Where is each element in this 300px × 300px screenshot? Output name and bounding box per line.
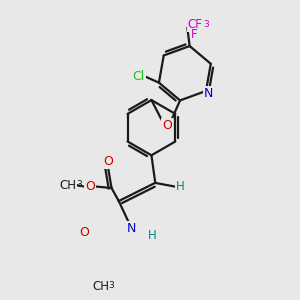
Text: O: O [103, 155, 113, 168]
Text: Cl: Cl [133, 70, 145, 83]
Text: 3: 3 [203, 20, 209, 29]
Text: CH: CH [92, 280, 109, 293]
Text: CH: CH [59, 178, 76, 192]
Text: O: O [85, 180, 95, 193]
Text: N: N [127, 222, 136, 235]
Text: O: O [162, 119, 172, 132]
Text: H: H [148, 230, 157, 242]
Text: 3: 3 [109, 281, 114, 290]
Text: N: N [204, 87, 214, 100]
Text: 3: 3 [76, 180, 82, 189]
Text: F: F [191, 28, 198, 41]
Text: CF: CF [187, 18, 202, 31]
Text: H: H [176, 180, 185, 193]
Text: O: O [79, 226, 89, 239]
